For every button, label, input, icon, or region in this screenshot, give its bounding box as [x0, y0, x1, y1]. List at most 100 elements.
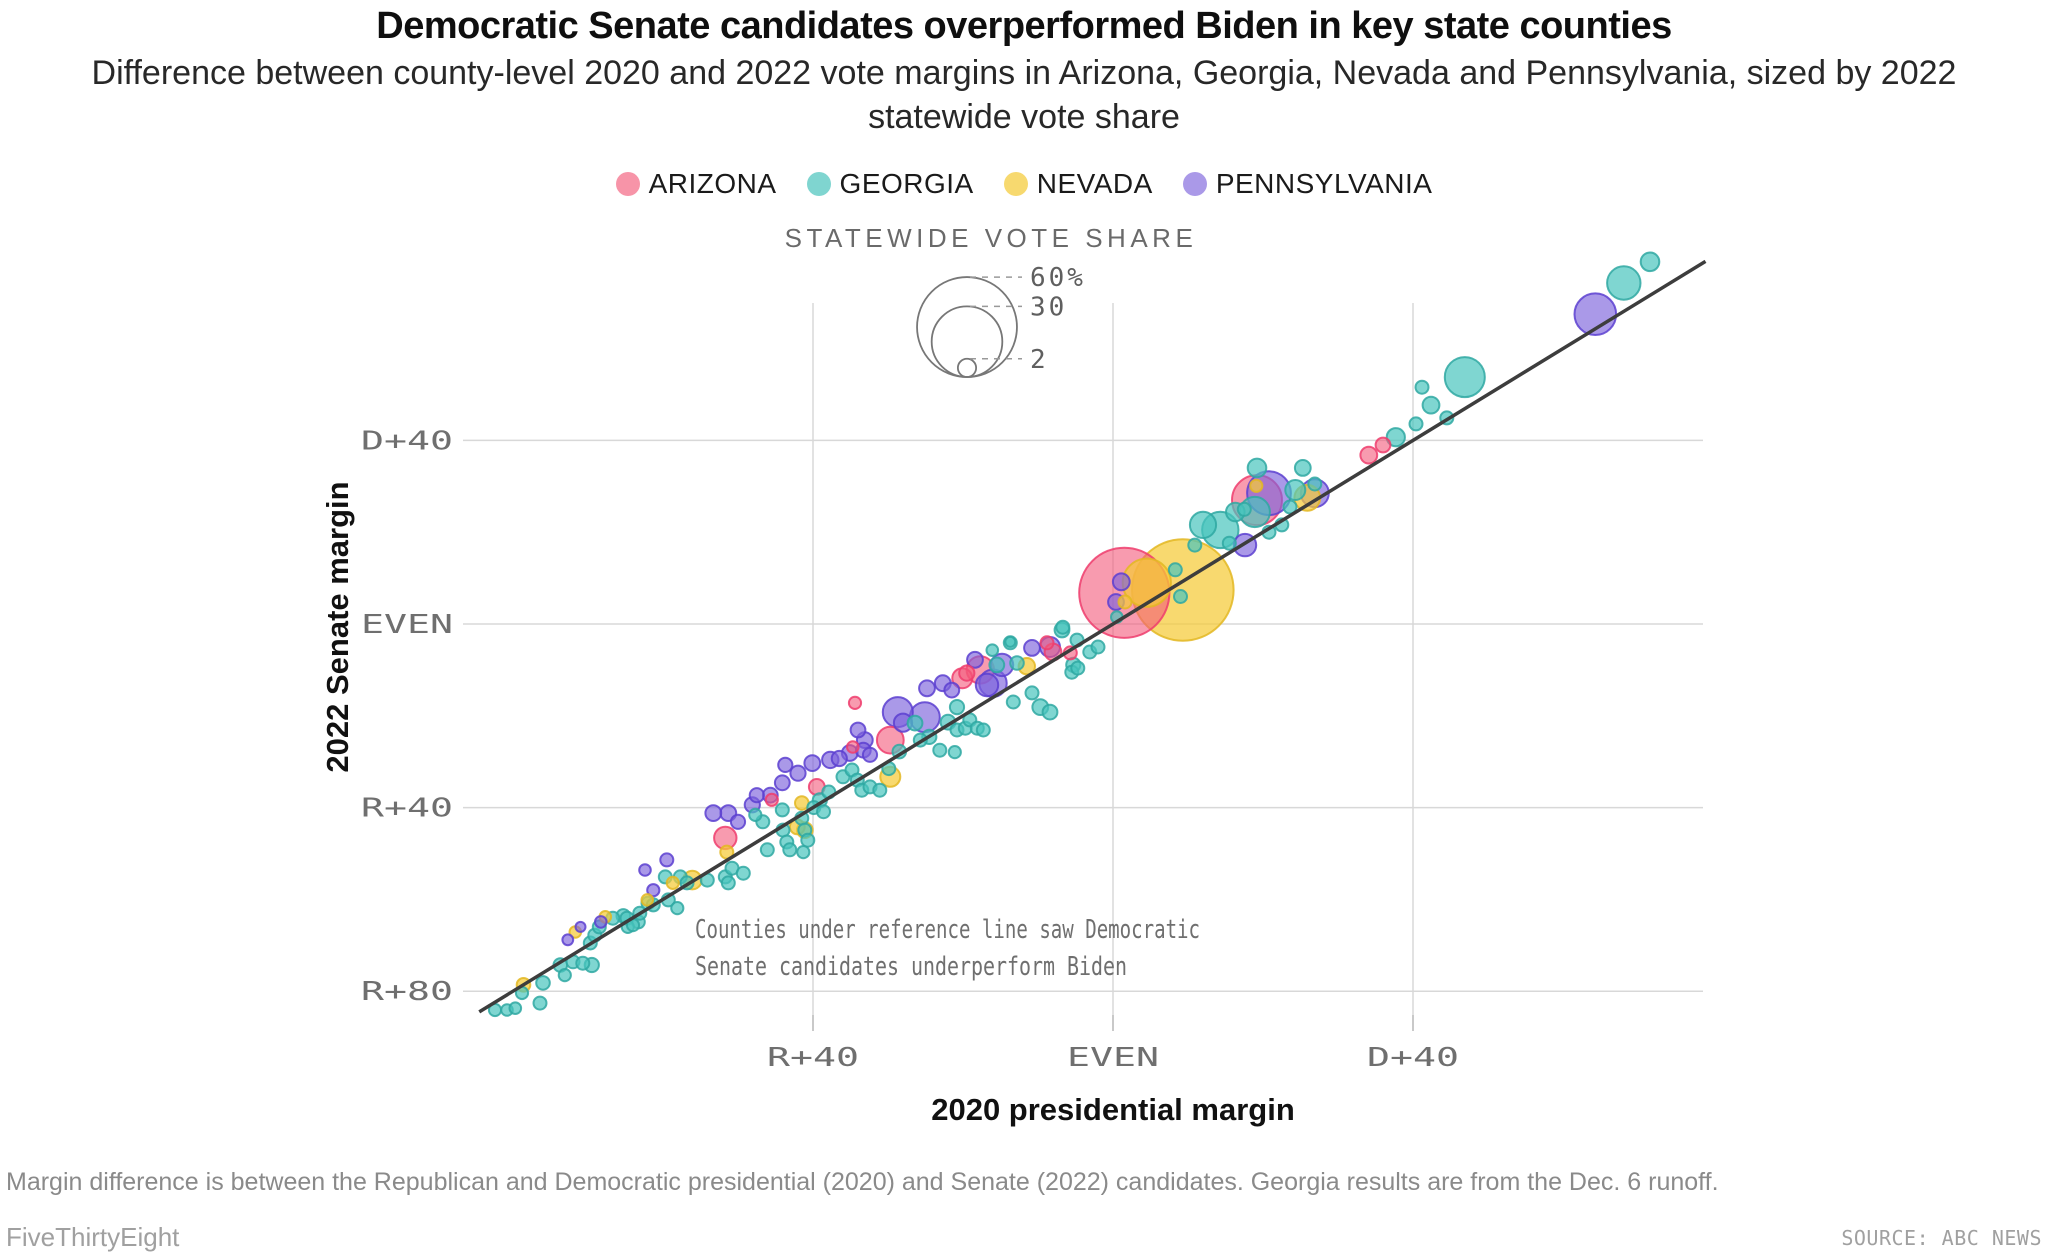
footnote: Margin difference is between the Republi… [6, 1168, 1719, 1196]
county-bubble-georgia [748, 807, 763, 823]
county-bubble-georgia [1443, 356, 1486, 399]
county-bubble-pennsylvania [574, 920, 587, 933]
county-bubble-arizona [1359, 445, 1379, 465]
county-bubble-georgia [988, 656, 1006, 674]
legend-label: PENNSYLVANIA [1215, 168, 1433, 199]
y-axis-title: 2022 Senate margin [320, 481, 355, 773]
county-bubble-nevada [640, 893, 655, 907]
county-bubble-pennsylvania [1023, 639, 1041, 657]
county-bubble-pennsylvania [748, 787, 765, 804]
county-bubble-georgia [535, 975, 551, 991]
county-bubble-georgia [816, 804, 831, 820]
chart-title: Democratic Senate candidates overperform… [376, 5, 1672, 47]
reference-line [478, 259, 1707, 1014]
legend-item-pennsylvania: PENNSYLVANIA [1182, 168, 1433, 200]
legend-item-nevada: NEVADA [1003, 168, 1153, 200]
county-bubble-pennsylvania [729, 813, 747, 830]
county-bubble-georgia [1004, 635, 1017, 648]
legend-label: NEVADA [1036, 168, 1153, 199]
size-legend-label: 2 [1030, 345, 1049, 375]
county-bubble-pennsylvania [773, 774, 791, 792]
county-bubble-georgia [1167, 562, 1183, 578]
annotation-line: Counties under reference line saw Democr… [695, 915, 1200, 945]
county-bubble-pennsylvania [704, 804, 723, 822]
county-bubble-georgia [1421, 395, 1441, 415]
legend-item-arizona: ARIZONA [615, 168, 777, 200]
county-bubble-georgia [796, 845, 811, 860]
county-bubble-georgia [1009, 655, 1025, 671]
size-legend-circle [956, 357, 978, 378]
legend-dot-pennsylvania [1182, 172, 1207, 196]
county-bubble-georgia [906, 714, 924, 732]
county-bubble-georgia [1041, 703, 1059, 721]
county-bubble-arizona [958, 664, 976, 682]
county-bubble-pennsylvania [646, 883, 661, 898]
county-bubble-georgia [759, 842, 775, 858]
county-bubble-nevada [1249, 478, 1264, 493]
county-bubble-pennsylvania [638, 863, 652, 877]
county-bubble-georgia [1055, 619, 1071, 635]
county-bubble-pennsylvania [561, 933, 575, 947]
county-bubble-georgia [800, 832, 816, 848]
county-bubble-georgia [1173, 589, 1188, 604]
county-bubble-georgia [1293, 459, 1312, 477]
county-bubble-pennsylvania [659, 852, 675, 868]
legend-label: GEORGIA [839, 168, 974, 199]
y-tick-label: D+40 [361, 426, 453, 456]
county-bubble-georgia [735, 865, 751, 881]
state-legend: ARIZONA GEORGIA NEVADA PENNSYLVANIA [0, 168, 2048, 200]
county-bubble-georgia [532, 995, 548, 1011]
county-bubble-georgia [720, 875, 736, 891]
county-bubble-arizona [847, 695, 863, 711]
county-bubble-pennsylvania [830, 749, 848, 768]
county-bubble-georgia [1070, 660, 1086, 676]
size-legend-circle [930, 305, 1004, 378]
y-tick-label: R+40 [361, 794, 453, 824]
county-bubble-georgia [1282, 499, 1298, 515]
county-bubble-arizona [764, 792, 779, 807]
county-bubble-georgia [1639, 251, 1661, 273]
county-bubble-georgia [1284, 479, 1307, 501]
y-tick-label: R+80 [361, 977, 453, 1007]
county-bubble-georgia [1414, 379, 1430, 395]
county-bubble-georgia [1188, 510, 1218, 540]
county-bubble-nevada [1117, 594, 1133, 610]
county-bubble-pennsylvania [789, 764, 807, 782]
y-tick-label: EVEN [361, 610, 453, 640]
county-bubble-pennsylvania [918, 679, 936, 698]
legend-dot-nevada [1003, 172, 1028, 196]
legend-dot-arizona [615, 172, 640, 196]
size-legend-label: 60% [1030, 263, 1086, 293]
annotation-line: Senate candidates underperform Biden [695, 952, 1127, 982]
county-bubble-georgia [1187, 537, 1203, 553]
county-bubble-pennsylvania [966, 650, 984, 669]
x-tick-label: D+40 [1367, 1043, 1459, 1073]
county-bubble-georgia [1024, 685, 1040, 701]
county-bubble-georgia [557, 968, 572, 983]
size-legend-circle [916, 276, 1018, 378]
county-bubble-georgia [1246, 457, 1268, 479]
county-bubble-georgia [1005, 694, 1021, 710]
size-legend-title: STATEWIDE VOTE SHARE [785, 223, 1198, 253]
county-bubble-georgia [782, 842, 798, 858]
legend-dot-georgia [806, 172, 831, 196]
county-bubble-arizona [846, 740, 860, 754]
county-bubble-georgia [872, 782, 888, 798]
x-axis-title: 2020 presidential margin [931, 1092, 1295, 1127]
county-bubble-pennsylvania [849, 721, 867, 739]
county-bubble-georgia [670, 901, 685, 916]
county-bubble-pennsylvania [861, 746, 879, 763]
county-bubble-pennsylvania [594, 915, 608, 929]
county-bubble-georgia [1385, 427, 1406, 448]
county-bubble-georgia [1221, 535, 1237, 551]
legend-label: ARIZONA [648, 168, 777, 199]
county-bubble-georgia [1236, 501, 1252, 517]
county-bubble-georgia [774, 802, 790, 818]
county-bubble-pennsylvania [777, 756, 794, 774]
county-bubble-arizona [1039, 635, 1055, 651]
county-bubble-georgia [975, 722, 991, 738]
county-bubble-pennsylvania [1111, 572, 1131, 592]
county-bubble-georgia [575, 955, 591, 971]
